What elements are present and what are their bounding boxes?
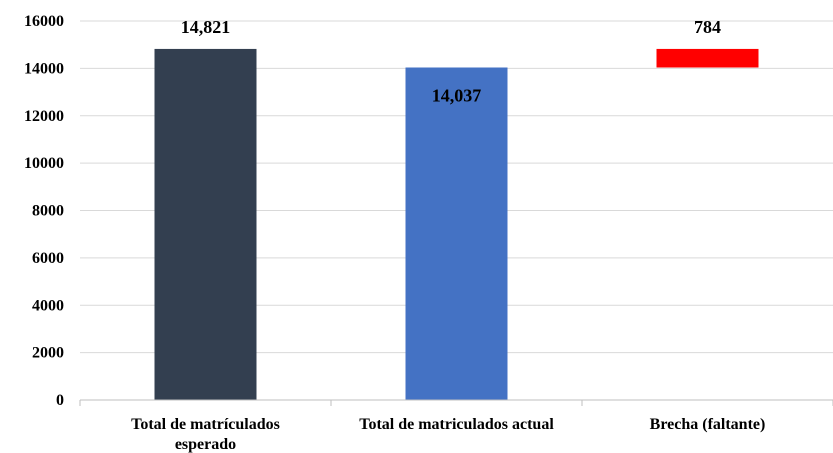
y-tick-label: 4000	[32, 297, 64, 314]
y-tick-label: 2000	[32, 345, 64, 362]
data-label: 784	[694, 17, 721, 37]
data-labels: 14,821 14,037 784	[181, 17, 721, 106]
data-label: 14,821	[181, 17, 231, 37]
y-tick-label: 14000	[24, 60, 64, 77]
bar-3	[656, 48, 759, 68]
bar-1	[154, 48, 257, 401]
x-axis	[79, 399, 833, 406]
y-axis-tick-labels: 0 2000 4000 6000 8000 10000 12000 14000 16000	[24, 13, 64, 409]
category-label: Total de matrículados	[131, 416, 280, 433]
y-tick-label: 6000	[32, 250, 64, 267]
y-tick-label: 10000	[24, 155, 64, 172]
category-label: esperado	[175, 436, 236, 453]
category-labels: Total de matrículados esperado Total de ma…	[131, 416, 765, 453]
data-label: 14,037	[432, 85, 482, 105]
bar-2	[405, 67, 508, 400]
y-tick-label: 8000	[32, 203, 64, 220]
bars	[154, 48, 759, 401]
y-tick-label: 0	[56, 392, 64, 409]
category-label: Total de matriculados actual	[359, 416, 554, 433]
y-tick-label: 12000	[24, 108, 64, 125]
y-tick-label: 16000	[24, 13, 64, 30]
category-label: Brecha (faltante)	[650, 416, 766, 433]
